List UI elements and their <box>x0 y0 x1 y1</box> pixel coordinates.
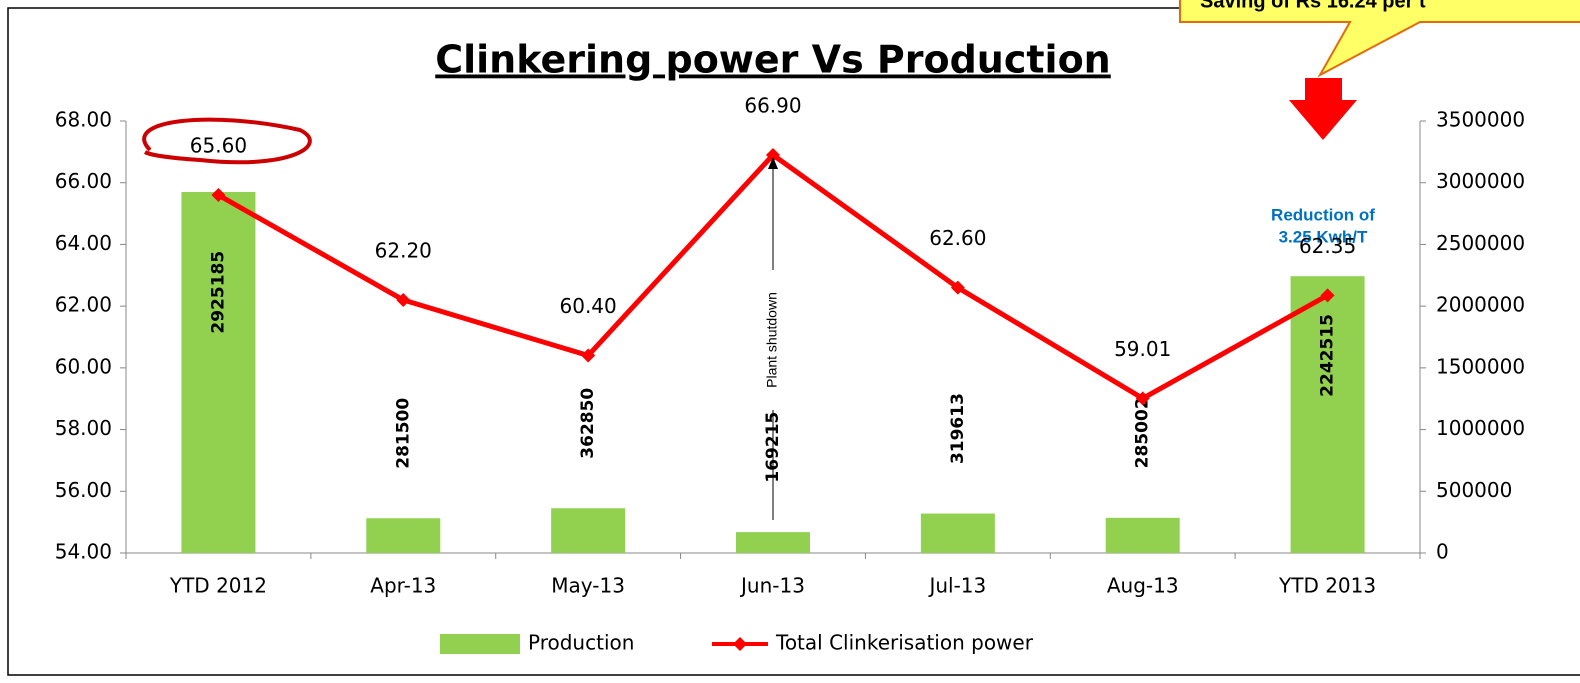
bar <box>920 513 995 553</box>
annotation: Reduction of <box>1271 205 1375 224</box>
line-marker <box>581 348 596 363</box>
y-tick-label: 60.00 <box>55 354 112 378</box>
line-marker <box>211 188 226 203</box>
y-tick-label: 56.00 <box>55 478 112 502</box>
bar <box>551 508 626 553</box>
line-marker <box>766 147 780 162</box>
line-marker <box>1135 391 1150 406</box>
y-tick-label: 66.00 <box>55 169 112 193</box>
y2-tick-label: 500000 <box>1436 478 1512 502</box>
bar-value-label: 2925185 <box>208 251 228 334</box>
x-tick-label: Apr-13 <box>370 574 436 598</box>
bar-value-label: 2242515 <box>1318 314 1338 397</box>
annotation: 3.25 Kwh/T <box>1279 227 1368 246</box>
y2-tick-label: 3500000 <box>1436 108 1525 132</box>
y2-tick-label: 3000000 <box>1436 169 1525 193</box>
line-value-label: 65.60 <box>190 134 247 158</box>
line-marker <box>396 292 411 307</box>
x-tick-label: Jul-13 <box>927 574 986 598</box>
x-tick-label: Jun-13 <box>739 574 805 598</box>
line-value-label: 66.90 <box>744 93 801 117</box>
y-tick-label: 62.00 <box>55 293 112 317</box>
y2-tick-label: 1000000 <box>1436 416 1525 440</box>
y-tick-label: 64.00 <box>55 231 112 255</box>
line-marker <box>1320 288 1335 303</box>
line-marker <box>950 280 965 295</box>
bar <box>1290 276 1365 553</box>
callout-text: Saving of Rs 16.24 per t <box>1200 0 1426 12</box>
legend-label: Production <box>528 631 634 655</box>
y2-tick-label: 2000000 <box>1436 293 1525 317</box>
arrow <box>1289 78 1357 140</box>
callout-box <box>1179 0 1580 78</box>
legend-marker <box>733 637 747 651</box>
bar-value-label: 285002 <box>1133 397 1153 468</box>
legend-label: Total Clinkerisation power <box>775 631 1034 655</box>
annotation-arrowhead <box>768 156 778 169</box>
chart-border <box>7 7 1580 676</box>
y2-tick-label: 0 <box>1436 540 1449 564</box>
y-tick-label: 54.00 <box>55 540 112 564</box>
bar <box>181 191 256 553</box>
annotation-bg <box>763 270 783 410</box>
x-tick-label: Aug-13 <box>1107 574 1179 598</box>
bar-value-label: 319613 <box>948 393 968 464</box>
bar <box>736 532 810 553</box>
y-tick-label: 58.00 <box>55 416 112 440</box>
line-value-label: 62.20 <box>375 238 432 262</box>
chart-title: Clinkering power Vs Production <box>435 38 1111 82</box>
bar <box>366 518 441 553</box>
y-tick-label: 68.00 <box>55 108 112 132</box>
line-value-label: 59.01 <box>1114 337 1171 361</box>
y2-tick-label: 1500000 <box>1436 354 1525 378</box>
legend-swatch <box>440 634 520 654</box>
x-tick-label: May-13 <box>551 574 625 598</box>
highlight-ellipse <box>142 117 312 165</box>
bar-value-label: 281500 <box>393 398 413 469</box>
line-value-label: 62.60 <box>929 226 986 250</box>
x-tick-label: YTD 2012 <box>169 574 267 598</box>
y2-tick-label: 2500000 <box>1436 231 1525 255</box>
annotation: Plant shutdown <box>764 292 780 388</box>
bar <box>1105 517 1180 553</box>
line-value-label: 62.35 <box>1299 234 1356 258</box>
bar-value-label: 362850 <box>578 388 598 459</box>
line-value-label: 60.40 <box>560 294 617 318</box>
x-tick-label: YTD 2013 <box>1278 574 1376 598</box>
